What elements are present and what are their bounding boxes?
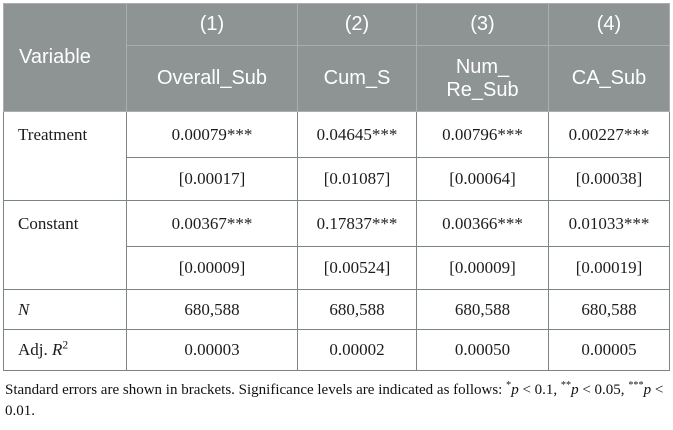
header-model-1: (1) [126, 3, 298, 46]
constant-se-row: [0.00009] [0.00524] [0.00009] [0.00019] [4, 246, 670, 290]
treatment-coef-3: 0.00796*** [416, 111, 549, 158]
footnote-threshold-2: < 0.05, [578, 382, 629, 398]
constant-coef-row: Constant 0.00367*** 0.17837*** 0.00366**… [3, 200, 670, 290]
treatment-se-3: [0.00064] [416, 157, 549, 201]
header-model-2: (2) [297, 3, 417, 46]
footnote-intro: Standard errors are shown in brackets. S… [5, 382, 507, 398]
treatment-se-4: [0.00038] [548, 157, 670, 201]
constant-se-3: [0.00009] [416, 246, 549, 290]
constant-coef-1: 0.00367*** [126, 200, 298, 247]
adj-r2-value-2: 0.00002 [297, 329, 417, 371]
footnote-threshold-1: < 0.1, [518, 382, 561, 398]
header-column-overall-sub: Overall_Sub [126, 45, 298, 112]
adj-r2-value-1: 0.00003 [126, 329, 298, 371]
header-model-row: Variable (1) (2) (3) (4) [3, 3, 670, 112]
n-value-2: 680,588 [297, 289, 417, 330]
treatment-coef-2: 0.04645*** [297, 111, 417, 158]
footnote-threshold-3: < 0.01. [5, 382, 664, 419]
adj-r2-value-4: 0.00005 [548, 329, 670, 371]
treatment-se-row: [0.00017] [0.01087] [0.00064] [0.00038] [4, 157, 670, 201]
constant-coef-2: 0.17837*** [297, 200, 417, 247]
n-value-1: 680,588 [126, 289, 298, 330]
header-model-4: (4) [548, 3, 670, 46]
constant-se-2: [0.00524] [297, 246, 417, 290]
results-table: Variable (1) (2) (3) (4) Overall_Sub Cum… [3, 3, 670, 371]
header-column-cum-s: Cum_S [297, 45, 417, 112]
treatment-label: Treatment [3, 111, 127, 201]
n-value-4: 680,588 [548, 289, 670, 330]
table-footnote: Standard errors are shown in brackets. S… [5, 380, 668, 422]
adj-r2-prefix: Adj. [18, 340, 52, 359]
header-name-row: Overall_Sub Cum_S Num_ Re_Sub CA_Sub [4, 45, 670, 112]
header-model-3: (3) [416, 3, 549, 46]
treatment-coef-4: 0.00227*** [548, 111, 670, 158]
n-symbol: N [18, 299, 30, 319]
adj-r2-label: Adj. R2 [3, 329, 127, 371]
treatment-se-1: [0.00017] [126, 157, 298, 201]
adj-r2-exponent: 2 [62, 338, 69, 352]
constant-se-1: [0.00009] [126, 246, 298, 290]
constant-label: Constant [3, 200, 127, 290]
header-column-num-re-sub: Num_ Re_Sub [416, 45, 549, 112]
constant-coef-3: 0.00366*** [416, 200, 549, 247]
treatment-se-2: [0.01087] [297, 157, 417, 201]
constant-se-4: [0.00019] [548, 246, 670, 290]
n-value-3: 680,588 [416, 289, 549, 330]
header-variable: Variable [3, 3, 127, 112]
n-label: N [3, 289, 127, 330]
p-symbol-1: p [511, 382, 519, 398]
treatment-coef-1: 0.00079*** [126, 111, 298, 158]
significance-star-2: ** [560, 380, 572, 391]
p-symbol-2: p [571, 382, 579, 398]
adj-r2-value-3: 0.00050 [416, 329, 549, 371]
treatment-coef-row: Treatment 0.00079*** 0.04645*** 0.00796*… [3, 111, 670, 201]
adj-r2-symbol: R [52, 340, 63, 359]
p-symbol-3: p [643, 382, 652, 398]
n-row: N 680,588 680,588 680,588 680,588 [3, 289, 670, 330]
adj-r2-row: Adj. R2 0.00003 0.00002 0.00050 0.00005 [3, 329, 670, 371]
header-column-ca-sub: CA_Sub [548, 45, 670, 112]
significance-star-1: * [506, 380, 512, 391]
constant-coef-4: 0.01033*** [548, 200, 670, 247]
significance-star-3: *** [628, 380, 644, 391]
